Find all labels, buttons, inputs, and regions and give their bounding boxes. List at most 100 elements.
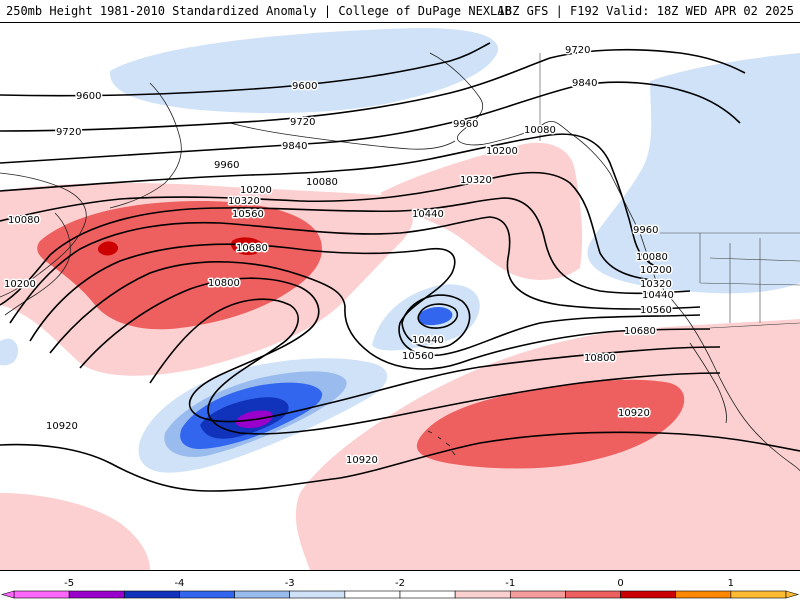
alaska-coast <box>429 52 656 279</box>
contour-9600 <box>0 42 491 97</box>
colorbar-tick-label: -2 <box>395 578 405 589</box>
japan-coast <box>4 212 71 316</box>
contour-9720 <box>0 48 746 132</box>
us-mexico-border <box>709 322 800 329</box>
map-header: 250mb Height 1981-2010 Standardized Anom… <box>0 0 800 22</box>
anomaly-shading <box>0 28 800 570</box>
contour-label: 9840 <box>572 78 597 89</box>
colorbar: -5-4-3-2-1012345 <box>0 571 800 600</box>
contour-label: 10680 <box>624 326 656 337</box>
aleutian-chain <box>229 122 456 150</box>
contour-label: 9720 <box>565 45 590 56</box>
contour-label: 9960 <box>633 225 658 236</box>
contour-label: 10560 <box>640 305 672 316</box>
contour-10560 <box>49 261 711 370</box>
positive-anomaly-core-2 <box>231 237 264 255</box>
contour-10560-closed <box>401 294 471 349</box>
contour-label: 10560 <box>402 351 434 362</box>
negative-anomaly-low-core <box>417 307 453 326</box>
contour-label: 10200 <box>240 185 272 196</box>
map-title: 250mb Height 1981-2010 Standardized Anom… <box>6 4 512 18</box>
positive-anomaly-core-1 <box>97 241 119 256</box>
contour-label: 10080 <box>8 215 40 226</box>
colorbar-tick-label: 1 <box>728 578 734 589</box>
contour-10440 <box>29 243 701 357</box>
contour-label: 10200 <box>486 146 518 157</box>
colorbar-tick-label: -4 <box>174 578 184 589</box>
contour-label: 9600 <box>76 91 101 102</box>
north-america-west-coast <box>654 277 800 472</box>
political-borders <box>539 53 800 329</box>
contour-label: 10680 <box>236 243 268 254</box>
colorbar-swatch <box>399 590 456 599</box>
anomaly-map: 9600 9600 9720 9720 9720 9840 9840 9960 … <box>0 22 800 571</box>
contour-10080 <box>0 171 661 282</box>
positive-anomaly-southwest-corner <box>0 493 150 570</box>
colorbar-swatch <box>344 590 401 599</box>
positive-anomaly-alaska-ridge <box>380 142 583 280</box>
state-lines <box>699 233 800 323</box>
contour-labels: 9600 9600 9720 9720 9720 9840 9840 9960 … <box>3 44 676 468</box>
colorbar-swatch <box>565 590 621 599</box>
negative-anomaly-canada <box>718 133 800 204</box>
colorbar-swatch <box>13 590 70 599</box>
contour-label: 9840 <box>282 141 307 152</box>
contour-10800 <box>149 298 721 435</box>
colorbar-swatch <box>68 590 125 599</box>
contour-label: 10080 <box>306 177 338 188</box>
contour-label: 10080 <box>636 252 668 263</box>
colorbar-swatch <box>123 590 180 599</box>
contour-10680 <box>79 277 721 423</box>
colorbar-swatch <box>620 590 677 599</box>
contour-label: 10560 <box>232 209 264 220</box>
contour-10440-closed <box>417 303 459 329</box>
contour-label: 10440 <box>412 335 444 346</box>
colorbar-svg: -5-4-3-2-1012345 <box>0 578 800 599</box>
colorbar-tick-label: 0 <box>617 578 623 589</box>
contour-label: 10920 <box>46 421 78 432</box>
contour-label: 10080 <box>524 125 556 136</box>
colorbar-tick-label: -5 <box>64 578 74 589</box>
negative-anomaly-west-edge <box>0 338 18 366</box>
contour-label: 10800 <box>208 278 240 289</box>
contour-label: 10200 <box>640 265 672 276</box>
contour-label: 9960 <box>453 119 478 130</box>
contour-label: 10320 <box>640 279 672 290</box>
positive-anomaly-southeast-mid <box>416 379 685 469</box>
contour-label: 10320 <box>460 175 492 186</box>
anomaly-map-svg: 9600 9600 9720 9720 9720 9840 9840 9960 … <box>0 28 800 570</box>
baja-coast <box>689 342 727 424</box>
colorbar-tick-label: -1 <box>505 578 515 589</box>
model-run-valid-time: 18Z GFS | F192 Valid: 18Z WED APR 02 202… <box>497 4 794 18</box>
contour-label: 10320 <box>228 196 260 207</box>
contour-label: 9960 <box>214 160 239 171</box>
contour-label: 10800 <box>584 353 616 364</box>
colorbar-swatch <box>454 590 511 599</box>
negative-anomaly-bering <box>109 28 499 114</box>
colorbar-swatch <box>289 590 346 599</box>
contour-label: 10920 <box>346 455 378 466</box>
colorbar-swatch <box>179 590 235 599</box>
colorbar-min-arrow <box>0 590 15 599</box>
contour-10200 <box>0 197 691 306</box>
colorbar-tick-label: -3 <box>285 578 295 589</box>
contour-label: 9720 <box>56 127 81 138</box>
contour-label: 9600 <box>292 81 317 92</box>
colorbar-swatch <box>730 590 787 599</box>
colorbar-swatch <box>675 590 732 599</box>
height-contours <box>0 42 800 492</box>
colorbar-swatch <box>509 590 566 599</box>
contour-9960 <box>0 133 661 269</box>
contour-label: 10440 <box>642 290 674 301</box>
colorbar-max-arrow <box>785 590 800 599</box>
contour-9840 <box>0 81 741 164</box>
contour-label: 10200 <box>4 279 36 290</box>
contour-label: 10920 <box>618 408 650 419</box>
colorbar-swatches <box>0 590 800 599</box>
contour-label: 9720 <box>290 117 315 128</box>
colorbar-labels: -5-4-3-2-1012345 <box>64 578 734 589</box>
hawaii-islands <box>427 430 456 456</box>
contour-label: 10440 <box>412 209 444 220</box>
contour-10320 <box>9 216 701 324</box>
